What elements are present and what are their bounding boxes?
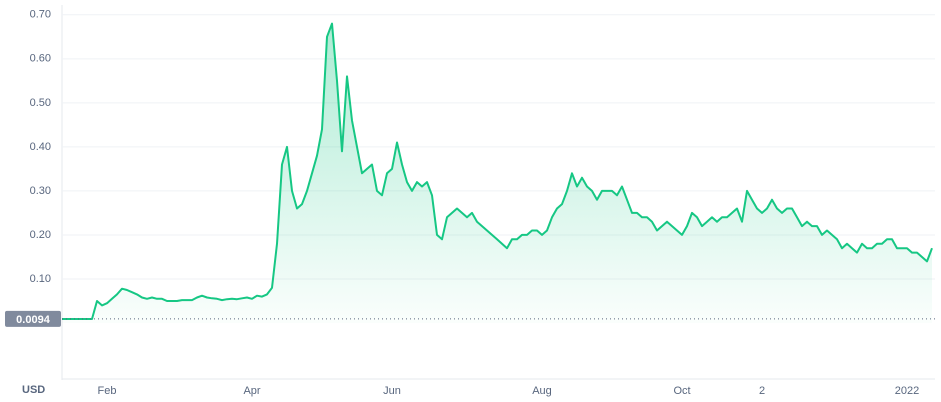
reference-label: 0.0094: [16, 314, 51, 326]
x-tick-label: Oct: [673, 385, 690, 397]
currency-label: USD: [22, 384, 45, 396]
area-fill: [62, 23, 932, 323]
y-tick-label: 0.60: [30, 53, 51, 65]
y-tick-label: 0.20: [30, 229, 51, 241]
price-line: [62, 22, 933, 320]
y-tick-label: 0.10: [30, 273, 51, 285]
x-tick-label: Apr: [243, 385, 260, 397]
reference-badge: [5, 310, 61, 327]
x-tick-label: Jun: [383, 385, 401, 397]
x-tick-label: 2: [759, 385, 765, 397]
x-tick-label: Feb: [98, 385, 117, 397]
y-tick-label: 0.30: [30, 185, 51, 197]
x-tick-label: Aug: [532, 385, 552, 397]
y-tick-label: 0.70: [30, 9, 51, 21]
x-tick-label: 2022: [895, 385, 919, 397]
y-tick-label: 0.50: [30, 97, 51, 109]
y-tick-label: 0.40: [30, 141, 51, 153]
